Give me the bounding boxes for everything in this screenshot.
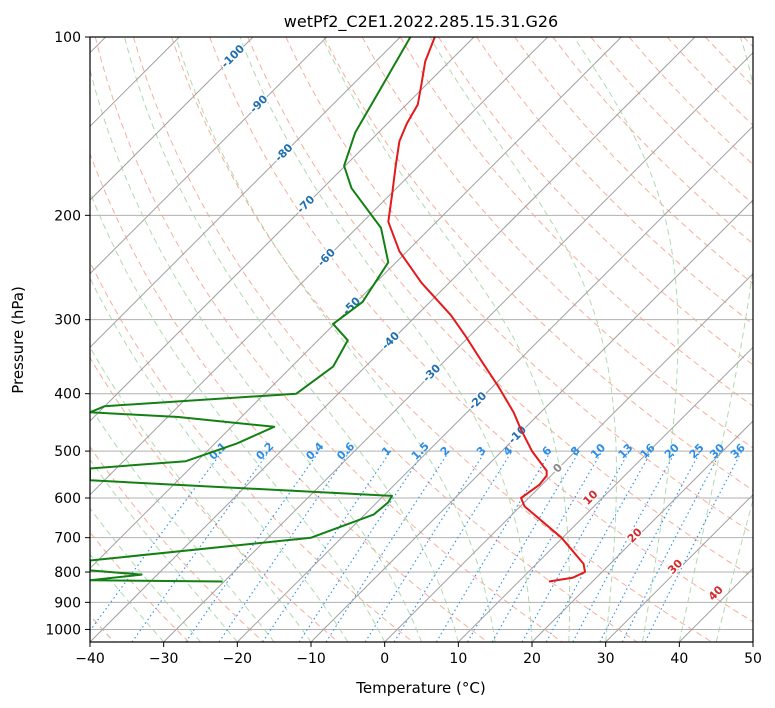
x-tick-label: −10: [296, 651, 326, 667]
moist-adiabat-line: [90, 458, 238, 642]
dewpoint-profile-line: [90, 37, 412, 583]
isotherm-line: [163, 51, 753, 642]
dry-adiabat-line: [437, 37, 753, 366]
sounding-profiles: [90, 37, 586, 583]
isotherm-line: [90, 37, 254, 201]
x-tick-label: −20: [223, 651, 253, 667]
y-tick-label: 1000: [45, 622, 81, 638]
isotherm-line: [90, 37, 549, 496]
x-tick-label: −30: [149, 651, 179, 667]
y-tick-label: 300: [54, 313, 81, 329]
isotherm-line: [90, 37, 475, 422]
isotherm-line: [605, 493, 753, 642]
moist-adiabat-line: [429, 37, 617, 642]
dry-adiabat-line: [209, 37, 753, 623]
plot-frame: [89, 36, 754, 643]
moist-adiabat-line: [715, 498, 753, 642]
isotherm-lines: [90, 37, 753, 642]
moist-adiabat-line: [90, 553, 165, 642]
dry-adiabat-line: [90, 356, 339, 642]
dry-adiabat-line: [285, 37, 753, 535]
moist-adiabat-line: [124, 37, 459, 642]
mixing-ratio-line: [325, 450, 450, 642]
y-tick-label: 400: [54, 387, 81, 403]
dry-adiabat-line: [90, 446, 264, 642]
isotherm-line: [457, 346, 753, 642]
y-axis: 100 200 300 400 500 600 700 800 900 1000: [45, 30, 90, 638]
temperature-profile-line: [387, 37, 586, 583]
moist-adiabat-line: [573, 37, 679, 642]
x-tick-label: 0: [380, 651, 389, 667]
y-tick-label: 700: [54, 531, 81, 547]
mixing-ratio-line: [218, 450, 351, 642]
moist-adiabat-line: [90, 190, 386, 642]
x-tick-label: 20: [523, 651, 541, 667]
plot-area: 0.1 0.2 0.4 0.6 1 1.5 2 3 4 6 8 10 13 16 20 25 30 36-100-…: [90, 37, 753, 642]
y-tick-label: 800: [54, 565, 81, 581]
y-tick-label: 500: [54, 444, 81, 460]
y-tick-label: 600: [54, 491, 81, 507]
x-tick-label: −40: [75, 651, 105, 667]
isotherm-line: [531, 420, 753, 642]
dry-adiabat-line: [94, 37, 563, 642]
y-tick-label: 100: [54, 30, 81, 46]
mixing-ratio-line: [467, 450, 580, 642]
chart-title: wetPf2_C2E1.2022.285.15.31.G26: [284, 12, 558, 32]
moist-adiabats: [90, 37, 753, 642]
x-tick-label: 40: [670, 651, 688, 667]
x-tick-label: 30: [597, 651, 615, 667]
moist-adiabat-line: [90, 507, 201, 642]
dry-adiabat-line: [90, 152, 488, 642]
moist-adiabat-line: [175, 37, 496, 642]
moist-adiabat-line: [321, 37, 571, 642]
isotherm-line: [310, 199, 753, 642]
y-tick-label: 900: [54, 595, 81, 611]
mixing-ratio-line: [298, 450, 425, 642]
dry-adiabat-line: [247, 37, 753, 578]
y-axis-title: Pressure (hPa): [9, 286, 27, 394]
moist-adiabat-line: [239, 37, 533, 642]
mixing-ratio-line: [572, 450, 677, 642]
isotherm-line: [90, 37, 622, 570]
x-axis: −40 −30 −20 −10 0 10 20 30 40 50: [75, 642, 762, 667]
dry-adiabat-line: [476, 37, 753, 325]
isotherm-line: [90, 37, 696, 642]
mixing-ratio-line: [364, 450, 486, 642]
moist-adiabat-line: [678, 37, 753, 642]
mixing-ratio-line: [262, 450, 392, 642]
mixing-ratio-line: [185, 450, 320, 642]
x-tick-label: 50: [744, 651, 762, 667]
y-tick-label: 200: [54, 208, 81, 224]
x-axis-title: Temperature (°C): [355, 679, 485, 697]
isotherm-line: [236, 125, 753, 642]
isotherm-line: [90, 37, 401, 349]
dry-adiabat-line: [323, 37, 753, 491]
isotherm-line: [90, 37, 328, 275]
dry-adiabat-line: [514, 37, 753, 285]
moist-adiabat-line: [90, 405, 275, 642]
dry-adiabat-line: [132, 37, 638, 642]
isotherm-line: [384, 272, 753, 642]
x-tick-label: 10: [449, 651, 467, 667]
mixing-ratio-line: [599, 450, 701, 642]
moist-adiabat-line: [90, 67, 422, 642]
